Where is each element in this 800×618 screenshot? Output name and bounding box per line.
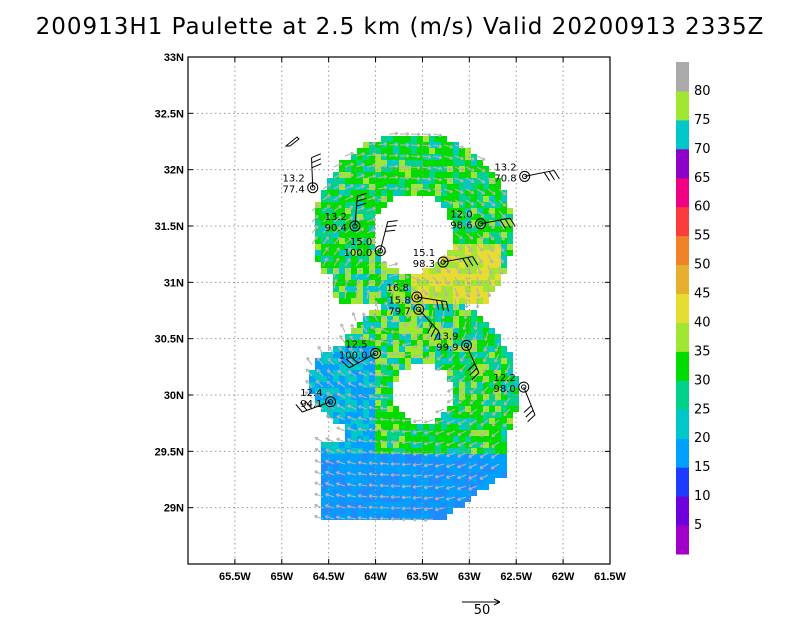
obs-value-bottom: 90.4	[325, 223, 347, 234]
obs-value-top: 15.1	[413, 248, 435, 259]
colorbar-label: 75	[694, 113, 711, 128]
grid-lines	[188, 57, 610, 564]
colorbar-swatch	[676, 380, 689, 410]
x-tick-label: 65.5W	[219, 571, 251, 583]
dropsonde-marker: 16.8	[387, 283, 450, 312]
obs-value-top: 13.2	[282, 174, 304, 185]
obs-value-top: 13.2	[494, 162, 516, 173]
obs-value-bottom: 70.8	[494, 173, 516, 184]
chart-title: 200913H1 Paulette at 2.5 km (m/s) Valid …	[35, 14, 765, 40]
colorbar-swatch	[676, 264, 689, 295]
colorbar-swatch	[676, 438, 689, 468]
y-tick-label: 29.5N	[155, 446, 184, 458]
colorbar-label: 35	[694, 344, 711, 359]
colorbar-swatch	[676, 293, 689, 323]
x-tick-label: 62.5W	[500, 571, 532, 583]
colorbar: 5 10 15 20 25 30 35 40 45 50 55 60 65 70 75 80	[676, 62, 711, 555]
obs-value-bottom: 77.4	[282, 185, 304, 196]
x-tick-label: 64W	[364, 571, 387, 583]
dropsonde-marker: 13.270.8	[494, 162, 560, 184]
y-tick-label: 29N	[164, 503, 184, 515]
colorbar-label: 40	[694, 315, 711, 330]
dropsonde-marker: 15.198.3	[413, 248, 479, 270]
y-tick-label: 31N	[164, 277, 184, 289]
colorbar-swatch	[676, 62, 689, 92]
dropsonde-marker: 12.098.6	[450, 210, 516, 232]
vector-scale: 50	[462, 598, 501, 618]
colorbar-label: 50	[694, 258, 711, 273]
obs-value-top: 15.0	[350, 237, 372, 248]
colorbar-label: 20	[694, 431, 711, 446]
colorbar-swatch	[676, 90, 689, 121]
colorbar-label: 45	[694, 287, 711, 302]
obs-value-top: 12.5	[345, 339, 367, 350]
obs-value-bottom: 98.3	[413, 259, 435, 270]
colorbar-label: 65	[694, 171, 711, 186]
x-tick-label: 61.5W	[594, 571, 626, 583]
dropsonde-marker: 15.879.7	[388, 295, 440, 341]
obs-value-bottom: 98.0	[493, 384, 515, 395]
colorbar-swatch	[676, 496, 689, 526]
y-tick-label: 31.5N	[155, 221, 184, 233]
dropsonde-marker: 12.298.0	[493, 373, 536, 423]
obs-value-top: 13.2	[325, 212, 347, 223]
dropsonde-marker: 13.277.4	[282, 153, 322, 196]
obs-value-top: 12.2	[493, 373, 515, 384]
colorbar-label: 25	[694, 402, 711, 417]
colorbar-label: 60	[694, 200, 711, 215]
obs-value-top: 12.4	[300, 388, 322, 399]
colorbar-swatch	[676, 235, 689, 266]
obs-value-bottom: 94.1	[300, 399, 322, 410]
y-tick-label: 32N	[164, 165, 184, 177]
x-tick-label: 65W	[270, 571, 293, 583]
colorbar-label: 70	[694, 142, 711, 157]
axis-ticks: 65.5W 65W 64.5W 64W 63.5W 63W 62.5W 62W 61.5W 33N…	[155, 52, 627, 583]
observation-markers: 13.277.413.290.415.0100.013.270.812.098.…	[282, 153, 560, 423]
y-tick-label: 30.5N	[155, 334, 184, 346]
x-tick-label: 64.5W	[313, 571, 345, 583]
y-tick-label: 33N	[164, 52, 184, 64]
vector-scale-label: 50	[474, 603, 491, 618]
colorbar-label: 80	[694, 84, 711, 99]
obs-value-bottom: 100.0	[339, 350, 368, 361]
obs-value-top: 13.9	[436, 331, 458, 342]
dropsonde-marker: 13.290.4	[325, 192, 368, 234]
obs-value-bottom: 79.7	[388, 306, 410, 317]
colorbar-swatch	[676, 177, 689, 208]
colorbar-label: 30	[694, 373, 711, 388]
colorbar-label: 55	[694, 229, 711, 244]
colorbar-swatch	[676, 119, 689, 150]
x-tick-label: 62W	[552, 571, 575, 583]
colorbar-label: 15	[694, 460, 711, 475]
obs-value-bottom: 98.6	[450, 221, 472, 232]
dropsonde-marker: 13.999.9	[436, 331, 480, 381]
colorbar-swatch	[676, 322, 689, 352]
colorbar-label: 5	[694, 518, 702, 533]
colorbar-swatch	[676, 206, 689, 237]
colorbar-swatch	[676, 467, 689, 497]
colorbar-swatch	[676, 525, 689, 555]
obs-value-top: 15.8	[388, 295, 410, 306]
plot-frame	[187, 56, 611, 565]
y-tick-label: 32.5N	[155, 108, 184, 120]
dropsonde-marker: 12.494.1	[295, 388, 337, 413]
colorbar-label: 10	[694, 489, 711, 504]
colorbar-swatch	[676, 351, 689, 381]
island-outline	[284, 136, 300, 147]
obs-value-top: 16.8	[387, 283, 409, 294]
obs-value-bottom: 100.0	[344, 248, 373, 259]
colorbar-swatch	[676, 409, 689, 439]
wind-vectors	[304, 131, 511, 523]
wind-speed-field	[309, 136, 519, 520]
x-tick-label: 63.5W	[407, 571, 439, 583]
obs-value-bottom: 99.9	[436, 342, 458, 353]
x-tick-label: 63W	[458, 571, 481, 583]
colorbar-swatch	[676, 148, 689, 179]
y-tick-label: 30N	[164, 390, 184, 402]
obs-value-top: 12.0	[450, 210, 472, 221]
